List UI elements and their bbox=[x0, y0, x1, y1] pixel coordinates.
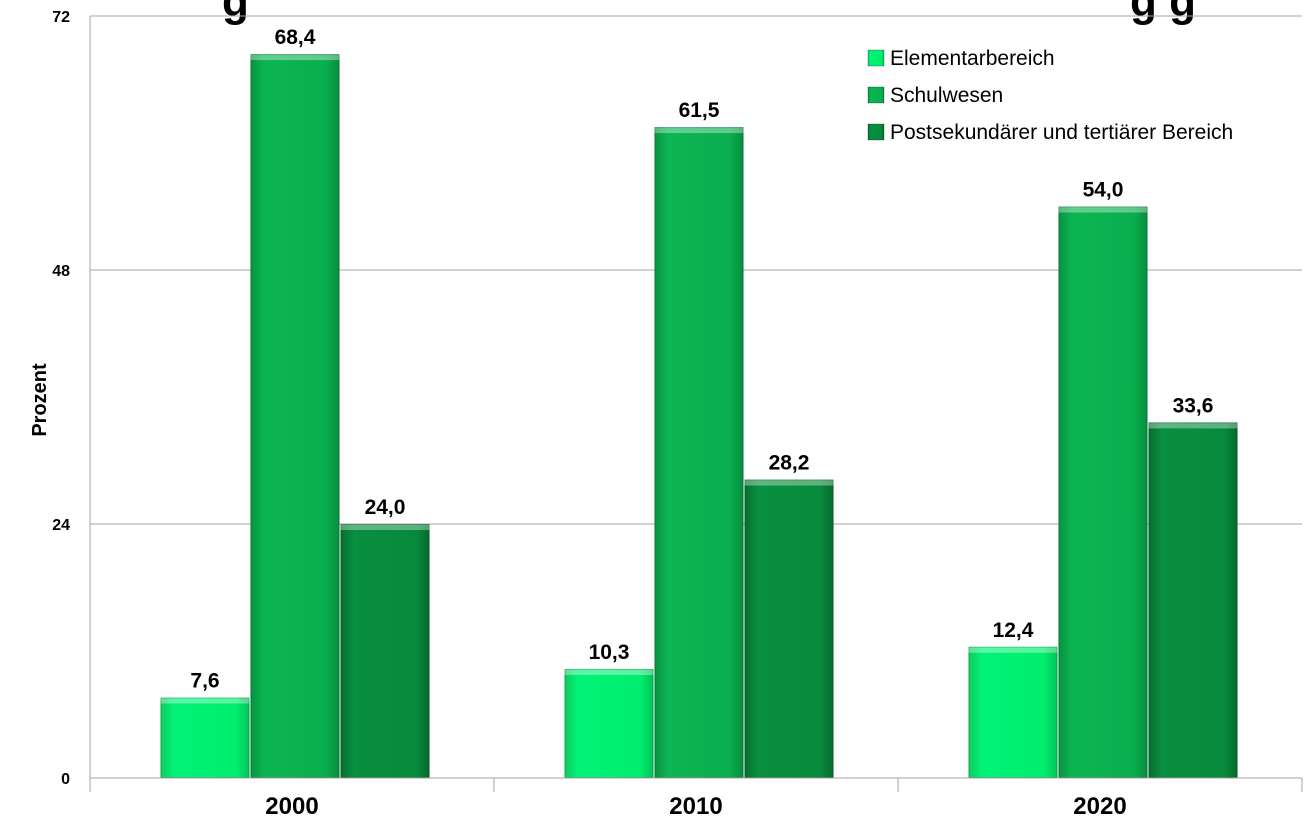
y-tick-label: 0 bbox=[61, 771, 70, 788]
bar bbox=[564, 668, 654, 778]
legend-entry: Schulwesen bbox=[867, 84, 1003, 107]
data-label: 12,4 bbox=[993, 619, 1034, 642]
axes: 0 24 48 72 2000 2010 2020 bbox=[52, 9, 1303, 820]
bar bbox=[654, 127, 744, 778]
data-label: 28,2 bbox=[769, 452, 810, 475]
legend-label: Schulwesen bbox=[890, 84, 1003, 107]
legend-label: Elementarbereich bbox=[890, 47, 1055, 70]
bar bbox=[250, 54, 340, 779]
y-tick-label: 24 bbox=[52, 517, 70, 534]
title-fragments: g g g bbox=[222, 0, 1196, 26]
bar bbox=[340, 524, 430, 778]
x-tick-label: 2020 bbox=[1073, 793, 1126, 820]
y-tick-label: 48 bbox=[52, 263, 70, 280]
data-label: 54,0 bbox=[1083, 179, 1124, 202]
title-fragment-right: g g bbox=[1130, 0, 1196, 26]
legend-swatch bbox=[867, 86, 885, 104]
data-label: 24,0 bbox=[365, 496, 406, 519]
bar bbox=[744, 479, 834, 778]
legend-entry: Postsekundärer und tertiärer Bereich bbox=[867, 121, 1233, 144]
title-fragment-left: g bbox=[222, 0, 249, 26]
data-label: 7,6 bbox=[190, 670, 219, 693]
legend-swatch bbox=[867, 49, 885, 67]
bar bbox=[1148, 422, 1238, 778]
data-label: 10,3 bbox=[589, 641, 630, 664]
bar bbox=[968, 646, 1058, 778]
x-tick-label: 2000 bbox=[265, 793, 318, 820]
data-label: 61,5 bbox=[679, 99, 720, 122]
y-axis-label: Prozent bbox=[29, 363, 51, 437]
legend-label: Postsekundärer und tertiärer Bereich bbox=[890, 121, 1233, 144]
data-label: 68,4 bbox=[275, 26, 316, 49]
data-label: 33,6 bbox=[1173, 394, 1214, 417]
x-tick-label: 2010 bbox=[669, 793, 722, 820]
legend: Elementarbereich Schulwesen Postsekundärer… bbox=[867, 47, 1233, 144]
bars: 7,6 68,4 24,0 10,3 61,5 28,2 12,4 54,0 33,6 bbox=[160, 26, 1238, 779]
legend-swatch bbox=[867, 123, 885, 141]
bar bbox=[160, 697, 250, 778]
legend-entry: Elementarbereich bbox=[867, 47, 1055, 70]
y-tick-label: 72 bbox=[52, 9, 70, 26]
bar bbox=[1058, 206, 1148, 778]
